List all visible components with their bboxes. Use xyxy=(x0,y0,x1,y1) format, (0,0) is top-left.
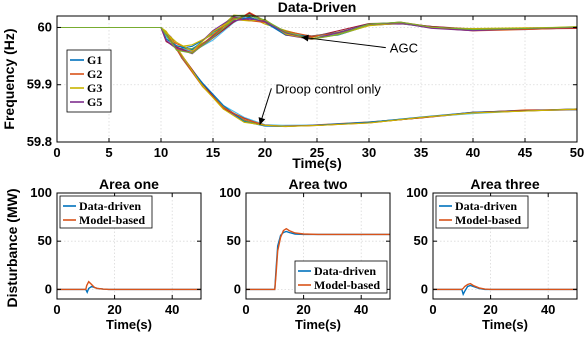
x-tick-label: 10 xyxy=(154,145,168,160)
legend-label: G1 xyxy=(87,53,102,67)
y-tick-label: 59.9 xyxy=(27,77,52,92)
annotation-text: Droop control only xyxy=(275,81,381,96)
legend-label: Data-driven xyxy=(79,199,141,213)
x-axis-label: Time(s) xyxy=(295,317,341,332)
x-tick-label: 0 xyxy=(242,302,249,317)
annotation-arrowhead xyxy=(258,117,266,125)
y-tick-label: 100 xyxy=(30,185,52,200)
y-tick-label: 100 xyxy=(219,185,241,200)
x-tick-label: 15 xyxy=(206,145,220,160)
y-tick-label: 0 xyxy=(421,281,428,296)
series-line xyxy=(246,227,390,291)
axes-box xyxy=(56,192,202,300)
y-tick-label: 50 xyxy=(227,233,241,248)
annotation-text: AGC xyxy=(390,41,418,56)
x-tick-label: 40 xyxy=(466,145,480,160)
legend-label: Model-based xyxy=(314,278,380,292)
y-axis-label: Frequency (Hz) xyxy=(1,28,17,129)
x-tick-label: 40 xyxy=(354,302,368,317)
x-tick-label: 0 xyxy=(53,145,60,160)
x-tick-label: 20 xyxy=(107,302,121,317)
x-tick-label: 40 xyxy=(165,302,179,317)
y-tick-label: 0 xyxy=(234,281,241,296)
x-tick-label: 50 xyxy=(570,145,584,160)
chart-panel-4: 0 20 40 0 50 100 Area three Time(s) Data-drivenM… xyxy=(406,176,578,332)
annotation-arrowhead xyxy=(301,34,309,42)
series-line xyxy=(433,282,577,291)
legend-label: Data-driven xyxy=(314,264,376,278)
x-tick-label: 20 xyxy=(296,302,310,317)
agc-line xyxy=(57,14,578,54)
legend-box xyxy=(294,260,388,294)
legend-label: G2 xyxy=(87,67,102,81)
x-tick-label: 20 xyxy=(258,145,272,160)
x-tick-label: 0 xyxy=(53,302,60,317)
chart-panel-3: 0 20 40 0 50 100 Area two Time(s) Data-drivenMod… xyxy=(219,176,391,332)
chart-title: Data-Driven xyxy=(278,0,357,15)
x-tick-label: 0 xyxy=(429,302,436,317)
x-tick-label: 25 xyxy=(310,145,324,160)
agc-line xyxy=(57,18,578,55)
chart-title: Area three xyxy=(470,176,539,192)
x-tick-label: 30 xyxy=(362,145,376,160)
chart-panel-1: 0 5 10 15 20 25 30 35 40 45 50 59.8 59.9 60 Data-Drive… xyxy=(1,0,584,171)
legend-box xyxy=(59,195,153,229)
x-tick-label: 20 xyxy=(483,302,497,317)
y-tick-label: 50 xyxy=(414,233,428,248)
series-line xyxy=(57,280,201,291)
y-tick-label: 50 xyxy=(38,233,52,248)
chart-title: Area one xyxy=(99,176,159,192)
legend-label: G5 xyxy=(87,95,102,109)
x-tick-label: 45 xyxy=(518,145,532,160)
y-tick-label: 59.8 xyxy=(27,134,52,149)
axes-box xyxy=(245,192,391,300)
y-tick-label: 60 xyxy=(38,19,52,34)
annotation-arrow xyxy=(301,36,386,49)
y-tick-label: 100 xyxy=(406,185,428,200)
x-axis-label: Time(s) xyxy=(482,317,528,332)
x-tick-label: 35 xyxy=(414,145,428,160)
legend-label: G3 xyxy=(87,81,102,95)
chart-title: Area two xyxy=(288,176,347,192)
x-tick-label: 40 xyxy=(541,302,555,317)
axes-box xyxy=(432,192,578,300)
y-tick-label: 0 xyxy=(45,281,52,296)
y-axis-label: Disturbance (MW) xyxy=(4,189,20,308)
x-axis-label: Time(s) xyxy=(106,317,152,332)
x-axis-label: Time(s) xyxy=(292,155,342,171)
legend-label: Model-based xyxy=(455,213,521,227)
legend-label: Data-driven xyxy=(455,199,517,213)
chart-panel-2: 0 20 40 0 50 100 Area one Time(s) Disturbance (M… xyxy=(4,176,202,332)
legend-label: Model-based xyxy=(79,213,145,227)
x-tick-label: 5 xyxy=(105,145,112,160)
legend-box xyxy=(435,195,529,229)
